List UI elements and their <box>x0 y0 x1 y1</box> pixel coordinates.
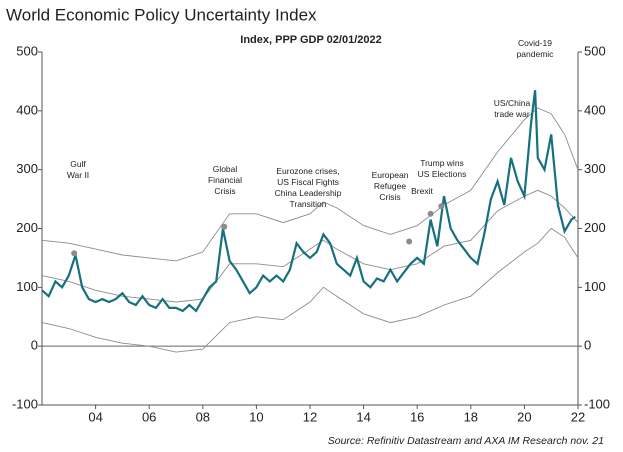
annotation: Global Financial Crisis <box>208 164 242 196</box>
event-marker <box>406 238 413 245</box>
y2-tick-label: 100 <box>584 279 606 294</box>
source: Source: Refinitiv Datastream and AXA IM … <box>328 435 604 447</box>
series-line <box>41 90 576 313</box>
annotation-line: Covid-19 <box>518 38 552 48</box>
annotation-line: pandemic <box>517 49 555 59</box>
x-tick-label: 20 <box>517 409 531 424</box>
annotation-line: Crisis <box>214 186 235 196</box>
annotation: Covid-19 pandemic <box>517 38 555 59</box>
x-tick-label: 10 <box>249 409 263 424</box>
y2-tick-label: 0 <box>584 338 591 353</box>
annotation: European Refugee Crisis <box>372 170 409 202</box>
annotation-line: US Fiscal Fights <box>277 177 339 187</box>
annotation-line: US Elections <box>418 169 467 179</box>
x-tick-label: 14 <box>356 409 370 424</box>
x-tick-label: 18 <box>464 409 478 424</box>
annotation: Eurozone crises, US Fiscal Fights China Le… <box>275 166 342 209</box>
y-tick-label: 100 <box>16 279 38 294</box>
annotation-line: War II <box>67 170 89 180</box>
y2-tick-label: 500 <box>584 43 606 58</box>
x-tick-label: 22 <box>571 409 585 424</box>
event-marker <box>427 210 434 217</box>
chart-title: World Economic Policy Uncertainty Index <box>6 5 317 24</box>
annotation-line: Transition <box>289 199 326 209</box>
band-line <box>41 107 579 262</box>
x-tick-label: 06 <box>142 409 156 424</box>
annotation-line: Trump wins <box>420 158 464 168</box>
band-line <box>41 227 579 353</box>
annotation-line: Brexit <box>411 186 433 196</box>
y-tick-label: 400 <box>16 102 38 117</box>
y2-tick-label: 200 <box>584 220 606 235</box>
annotation-line: Eurozone crises, <box>276 166 339 176</box>
y-tick-label: 200 <box>16 220 38 235</box>
event-marker <box>71 250 78 257</box>
annotation: US/China trade war <box>494 98 531 119</box>
annotation-line: trade war <box>494 109 530 119</box>
y-tick-label: 300 <box>16 161 38 176</box>
x-tick-label: 12 <box>303 409 317 424</box>
event-marker <box>438 203 445 210</box>
y-tick-label: 500 <box>16 43 38 58</box>
annotation-line: Crisis <box>379 192 400 202</box>
y-tick-label: -100 <box>12 396 38 411</box>
annotation-line: European <box>372 170 409 180</box>
annotation-line: Financial <box>208 175 242 185</box>
x-tick-label: 04 <box>88 409 102 424</box>
annotation-line: Gulf <box>70 159 86 169</box>
y2-tick-label: -100 <box>584 396 610 411</box>
x-tick-label: 16 <box>410 409 424 424</box>
x-tick-label: 08 <box>196 409 210 424</box>
y2-tick-label: 300 <box>584 161 606 176</box>
y2-tick-label: 400 <box>584 102 606 117</box>
annotation-line: Refugee <box>374 181 406 191</box>
annotation: Brexit <box>411 186 433 196</box>
y-tick-label: 0 <box>31 338 38 353</box>
annotation-line: Global <box>213 164 238 174</box>
event-marker <box>221 223 228 230</box>
annotation: Gulf War II <box>67 159 89 180</box>
annotation: Trump wins US Elections <box>418 158 467 179</box>
annotation-line: China Leadership <box>275 188 342 198</box>
chart-subtitle: Index, PPP GDP 02/01/2022 <box>240 34 381 46</box>
annotation-line: US/China <box>494 98 531 108</box>
